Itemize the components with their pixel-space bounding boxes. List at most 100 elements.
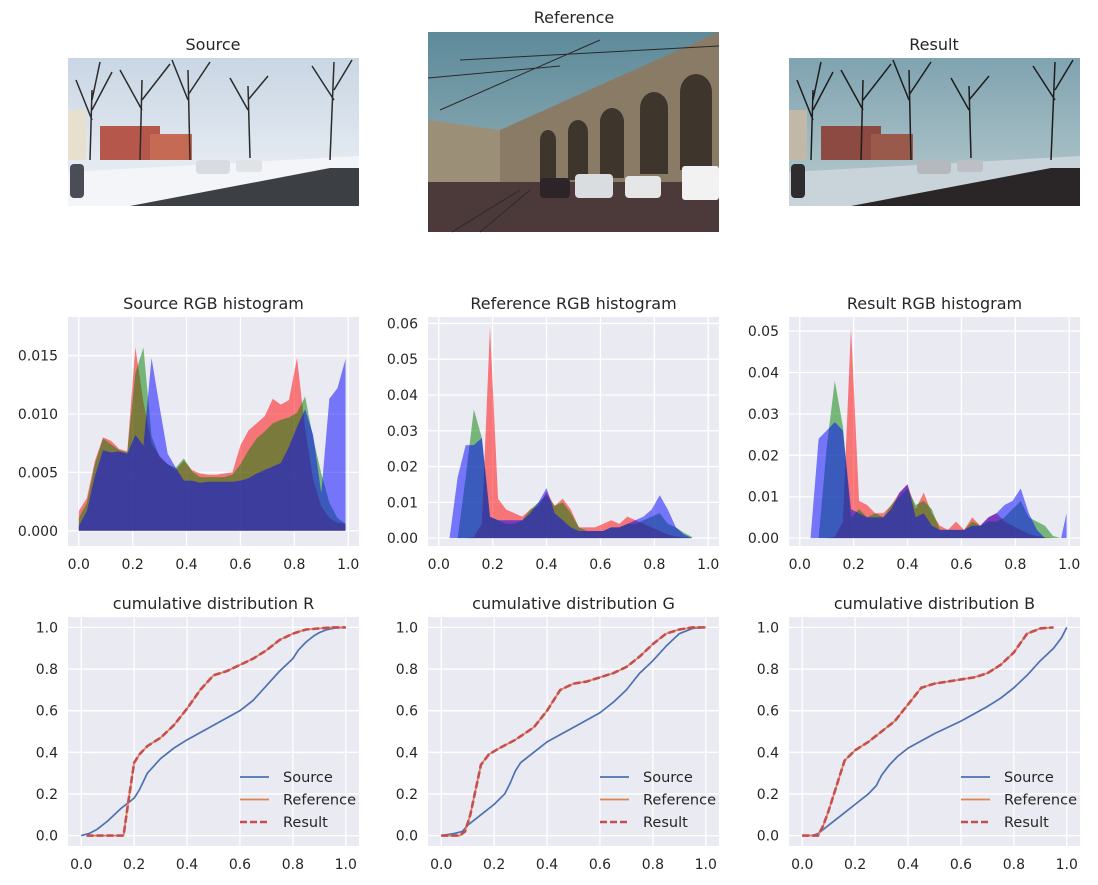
cdf-line-result [441,626,706,837]
x-tick-label: 0.0 [791,857,813,873]
x-tick-label: 1.0 [1058,557,1080,573]
y-tick-label: 0.8 [757,662,779,678]
y-tick-label: 0.01 [748,490,779,506]
x-tick-label: 0.4 [176,857,198,873]
plot-area [789,617,1080,846]
y-tick-label: 0.04 [387,388,418,404]
x-tick-label: 1.0 [335,857,357,873]
reference-image-panel: Reference [427,8,720,233]
legend-label-result: Result [283,815,328,831]
x-tick-label: 1.0 [337,557,359,573]
y-tick-label: 1.0 [36,620,58,636]
x-tick-label: 0.8 [282,857,304,873]
y-tick-label: 0.000 [18,524,58,540]
histogram-area-b [810,422,1067,539]
x-tick-label: 0.4 [896,557,918,573]
x-tick-label: 0.2 [483,857,505,873]
cdf-r-chart: 0.0 0.2 0.4 0.6 0.8 1.0 0.0 0.2 0.4 0.6 0.8 1.0 cumu… [36,594,359,873]
result-histogram-chart: 0.0 0.2 0.4 0.6 0.8 1.0 0.00 0.01 0.02 0.03 0.04 0.… [748,294,1081,573]
y-tick-label: 0.03 [748,407,779,423]
y-tick-label: 0.00 [748,531,779,547]
y-tick-label: 0.0 [757,829,779,845]
x-tick-label: 0.0 [430,857,452,873]
x-tick-label: 0.6 [950,557,972,573]
chart-title: Result RGB histogram [847,294,1022,313]
x-tick-label: 0.0 [68,557,90,573]
x-tick-label: 0.2 [482,557,504,573]
chart-legend: Source Reference Result [240,770,356,831]
cdf-g-chart: 0.0 0.2 0.4 0.6 0.8 1.0 0.0 0.2 0.4 0.6 0.8 1.0 cumu… [396,594,719,873]
y-tick-label: 1.0 [757,620,779,636]
y-tick-label: 0.06 [387,316,418,332]
result-image-panel: Result [789,35,1080,206]
y-tick-label: 0.03 [387,424,418,440]
y-tick-label: 0.2 [757,787,779,803]
plot-area [68,617,359,846]
y-tick-label: 0.00 [387,531,418,547]
source-image-panel: Source [68,35,359,206]
source-image [68,58,359,206]
y-tick-label: 0.2 [36,787,58,803]
legend-label-source: Source [283,770,333,786]
x-tick-label: 0.8 [283,557,305,573]
x-tick-label: 0.6 [229,557,251,573]
x-tick-label: 0.4 [536,857,558,873]
cdf-line-result [802,626,1054,837]
y-tick-label: 0.4 [36,745,58,761]
reference-histogram-chart: 0.0 0.2 0.4 0.6 0.8 1.0 0.00 0.01 0.02 0.03 0.04 0.… [387,294,720,573]
x-tick-label: 0.0 [428,557,450,573]
legend-label-reference: Reference [1004,793,1077,809]
source-histogram-chart: 0.0 0.2 0.4 0.6 0.8 1.0 0.000 0.005 0.010 0.015 So… [18,294,359,573]
x-tick-label: 1.0 [697,557,719,573]
y-tick-label: 0.6 [36,704,58,720]
legend-label-reference: Reference [283,793,356,809]
x-tick-label: 0.4 [897,857,919,873]
y-tick-label: 0.05 [748,324,779,340]
legend-label-reference: Reference [643,793,716,809]
x-tick-label: 0.8 [642,857,664,873]
y-tick-label: 0.005 [18,465,58,481]
y-tick-label: 0.0 [36,829,58,845]
x-tick-label: 0.8 [1004,557,1026,573]
y-tick-label: 0.04 [748,365,779,381]
y-tick-label: 0.6 [757,704,779,720]
legend-label-result: Result [643,815,688,831]
chart-title: Reference RGB histogram [470,294,676,313]
y-tick-label: 0.05 [387,352,418,368]
y-tick-label: 0.4 [757,745,779,761]
y-tick-label: 0.02 [387,460,418,476]
x-tick-label: 0.4 [175,557,197,573]
legend-label-result: Result [1004,815,1049,831]
source-image-title: Source [186,35,241,54]
x-tick-label: 1.0 [1056,857,1078,873]
x-tick-label: 0.0 [70,857,92,873]
y-tick-label: 0.01 [387,495,418,511]
result-image-title: Result [909,35,958,54]
y-tick-label: 0.8 [36,662,58,678]
cdf-line-result [86,626,346,837]
x-tick-label: 0.2 [843,557,865,573]
cdf-line-source [81,626,346,837]
legend-label-source: Source [643,770,693,786]
chart-title: cumulative distribution G [472,594,675,613]
chart-legend: Source Reference Result [961,770,1077,831]
reference-image [427,32,720,233]
y-tick-label: 0.4 [396,745,418,761]
y-tick-label: 0.8 [396,662,418,678]
x-tick-label: 0.2 [123,857,145,873]
x-tick-label: 1.0 [695,857,717,873]
y-tick-label: 0.0 [396,829,418,845]
y-tick-label: 1.0 [396,620,418,636]
cdf-line-source [441,626,706,837]
cdf-b-chart: 0.0 0.2 0.4 0.6 0.8 1.0 0.0 0.2 0.4 0.6 0.8 1.0 cumu… [757,594,1080,873]
x-tick-label: 0.8 [1003,857,1025,873]
histogram-area-b [449,437,693,539]
chart-title: cumulative distribution B [834,594,1035,613]
y-tick-label: 0.2 [396,787,418,803]
chart-legend: Source Reference Result [600,770,716,831]
chart-title: cumulative distribution R [113,594,314,613]
y-tick-label: 0.015 [18,349,58,365]
y-tick-label: 0.02 [748,448,779,464]
chart-title: Source RGB histogram [123,294,304,313]
